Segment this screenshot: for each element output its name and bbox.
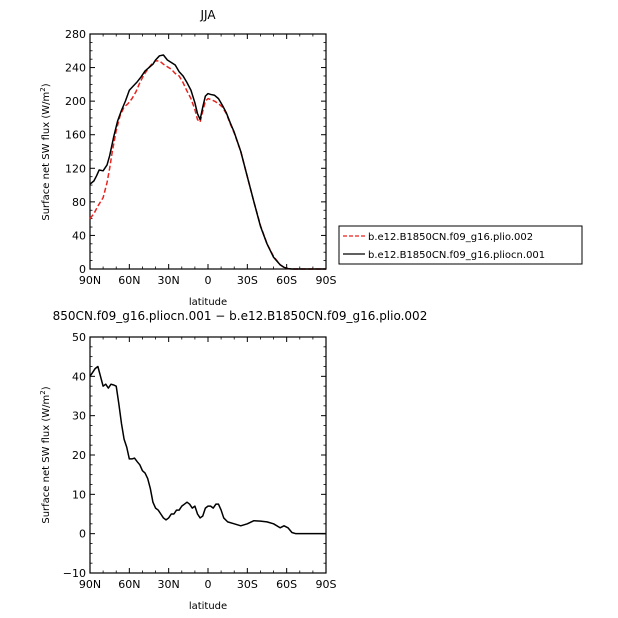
bottom-y-axis-label-text: Surface net SW flux (W/m xyxy=(41,395,52,524)
bottom-panel: 850CN.f09_g16.pliocn.001 − b.e12.B1850CN… xyxy=(39,309,427,612)
legend-label-plio: b.e12.B1850CN.f09_g16.plio.002 xyxy=(368,232,533,243)
top-y-tick-label: 200 xyxy=(65,95,86,108)
legend-box xyxy=(338,225,583,265)
top-chart-title: JJA xyxy=(199,8,216,22)
bottom-x-axis-label: latitude xyxy=(189,601,227,612)
bottom-y-axis-label: Surface net SW flux (W/m2) xyxy=(39,386,52,523)
bottom-x-tick-label: 60N xyxy=(118,578,140,591)
bottom-plot-frame xyxy=(89,336,327,574)
top-y-axis-label-text: Surface net SW flux (W/m xyxy=(41,92,52,221)
legend: b.e12.B1850CN.f09_g16.plio.002 b.e12.B18… xyxy=(338,225,583,265)
bottom-y-tick-label: 10 xyxy=(72,488,86,501)
bottom-x-tick-label: 30N xyxy=(158,578,180,591)
top-y-axis-label-sup: 2 xyxy=(39,87,47,91)
bottom-y-tick-label: 0 xyxy=(79,528,86,541)
bottom-series-line-0 xyxy=(89,365,326,535)
top-y-tick-label: 280 xyxy=(65,28,86,41)
bottom-x-tick-label: 90N xyxy=(79,578,101,591)
top-x-axis-label: latitude xyxy=(189,297,227,308)
top-y-tick-label: 40 xyxy=(72,229,86,242)
bottom-y-tick-label: 50 xyxy=(72,331,86,344)
svg-text:Surface net SW flux (W/m2): Surface net SW flux (W/m2) xyxy=(39,386,52,523)
bottom-chart-title: 850CN.f09_g16.pliocn.001 − b.e12.B1850CN… xyxy=(53,309,428,323)
bottom-y-axis-label-end: ) xyxy=(41,386,52,390)
top-x-tick-label: 60S xyxy=(276,274,297,287)
top-panel: JJA Surface net SW flux (W/m2) latitude … xyxy=(39,8,337,308)
bottom-x-tick-label: 30S xyxy=(237,578,258,591)
top-plot-frame xyxy=(89,33,327,270)
bottom-y-tick-label: 20 xyxy=(72,449,86,462)
top-x-tick-label: 30S xyxy=(237,274,258,287)
bottom-x-tick-label: 0 xyxy=(205,578,212,591)
top-x-tick-label: 90S xyxy=(316,274,337,287)
top-y-tick-label: 120 xyxy=(65,162,86,175)
top-y-tick-label: 0 xyxy=(79,263,86,276)
top-series-line-1 xyxy=(89,54,326,270)
bottom-y-axis-label-sup: 2 xyxy=(39,390,47,394)
bottom-x-tick-label: 90S xyxy=(316,578,337,591)
legend-label-pliocn: b.e12.B1850CN.f09_g16.pliocn.001 xyxy=(368,250,545,261)
top-y-tick-label: 160 xyxy=(65,129,86,142)
top-series-line-0 xyxy=(89,60,326,270)
bottom-y-tick-label: −10 xyxy=(63,567,86,580)
top-y-axis-label-end: ) xyxy=(41,83,52,87)
bottom-x-tick-label: 60S xyxy=(276,578,297,591)
svg-text:Surface net SW flux (W/m2): Surface net SW flux (W/m2) xyxy=(39,83,52,220)
bottom-y-tick-label: 30 xyxy=(72,410,86,423)
bottom-y-tick-label: 40 xyxy=(72,370,86,383)
top-x-tick-label: 60N xyxy=(118,274,140,287)
top-y-tick-label: 80 xyxy=(72,196,86,209)
top-x-tick-label: 0 xyxy=(205,274,212,287)
top-y-axis-label: Surface net SW flux (W/m2) xyxy=(39,83,52,220)
top-y-tick-label: 240 xyxy=(65,62,86,75)
top-x-tick-label: 30N xyxy=(158,274,180,287)
top-x-tick-label: 90N xyxy=(79,274,101,287)
